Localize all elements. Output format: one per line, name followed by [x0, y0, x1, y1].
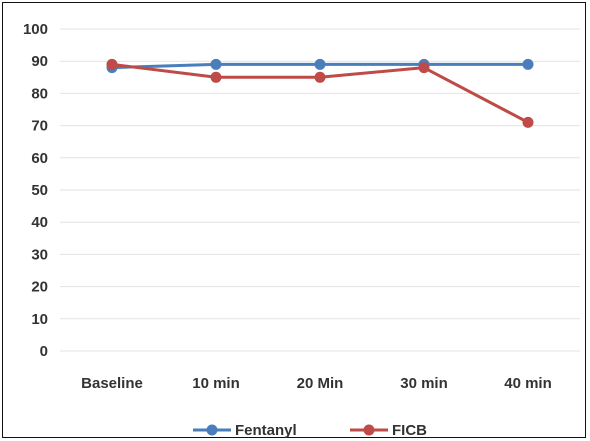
y-tick-label: 90 — [31, 53, 48, 70]
x-tick-label: 10 min — [192, 375, 240, 392]
y-tick-label: 100 — [23, 21, 48, 38]
data-point — [418, 62, 430, 74]
x-tick-label: Baseline — [81, 375, 143, 392]
y-tick-label: 20 — [31, 279, 48, 296]
y-tick-label: 10 — [31, 311, 48, 328]
x-tick-label: 30 min — [400, 375, 448, 392]
data-point — [522, 58, 534, 70]
legend-label: Fentanyl — [235, 422, 297, 439]
y-tick-label: 70 — [31, 118, 48, 135]
y-tick-label: 80 — [31, 85, 48, 102]
series-layer — [106, 58, 534, 128]
x-tick-label: 20 Min — [297, 375, 344, 392]
legend-item-ficb: FICB — [350, 422, 427, 439]
y-tick-label: 30 — [31, 246, 48, 263]
x-tick-label: 40 min — [504, 375, 552, 392]
y-tick-label: 50 — [31, 182, 48, 199]
y-tick-label: 40 — [31, 214, 48, 231]
y-axis: 0 10 20 30 40 50 60 70 80 90 100 — [23, 21, 48, 360]
y-tick-label: 0 — [40, 343, 48, 360]
data-point — [210, 71, 222, 83]
legend-marker — [206, 424, 218, 436]
data-point — [210, 58, 222, 70]
data-point — [314, 58, 326, 70]
chart-frame — [2, 2, 586, 438]
y-tick-label: 60 — [31, 150, 48, 167]
data-point — [522, 116, 534, 128]
series-ficb — [106, 58, 534, 128]
legend-marker — [363, 424, 375, 436]
data-point — [106, 58, 118, 70]
legend-label: FICB — [392, 422, 427, 439]
legend: Fentanyl FICB — [193, 422, 427, 439]
x-axis: Baseline 10 min 20 Min 30 min 40 min — [81, 375, 552, 392]
legend-item-fentanyl: Fentanyl — [193, 422, 297, 439]
data-point — [314, 71, 326, 83]
